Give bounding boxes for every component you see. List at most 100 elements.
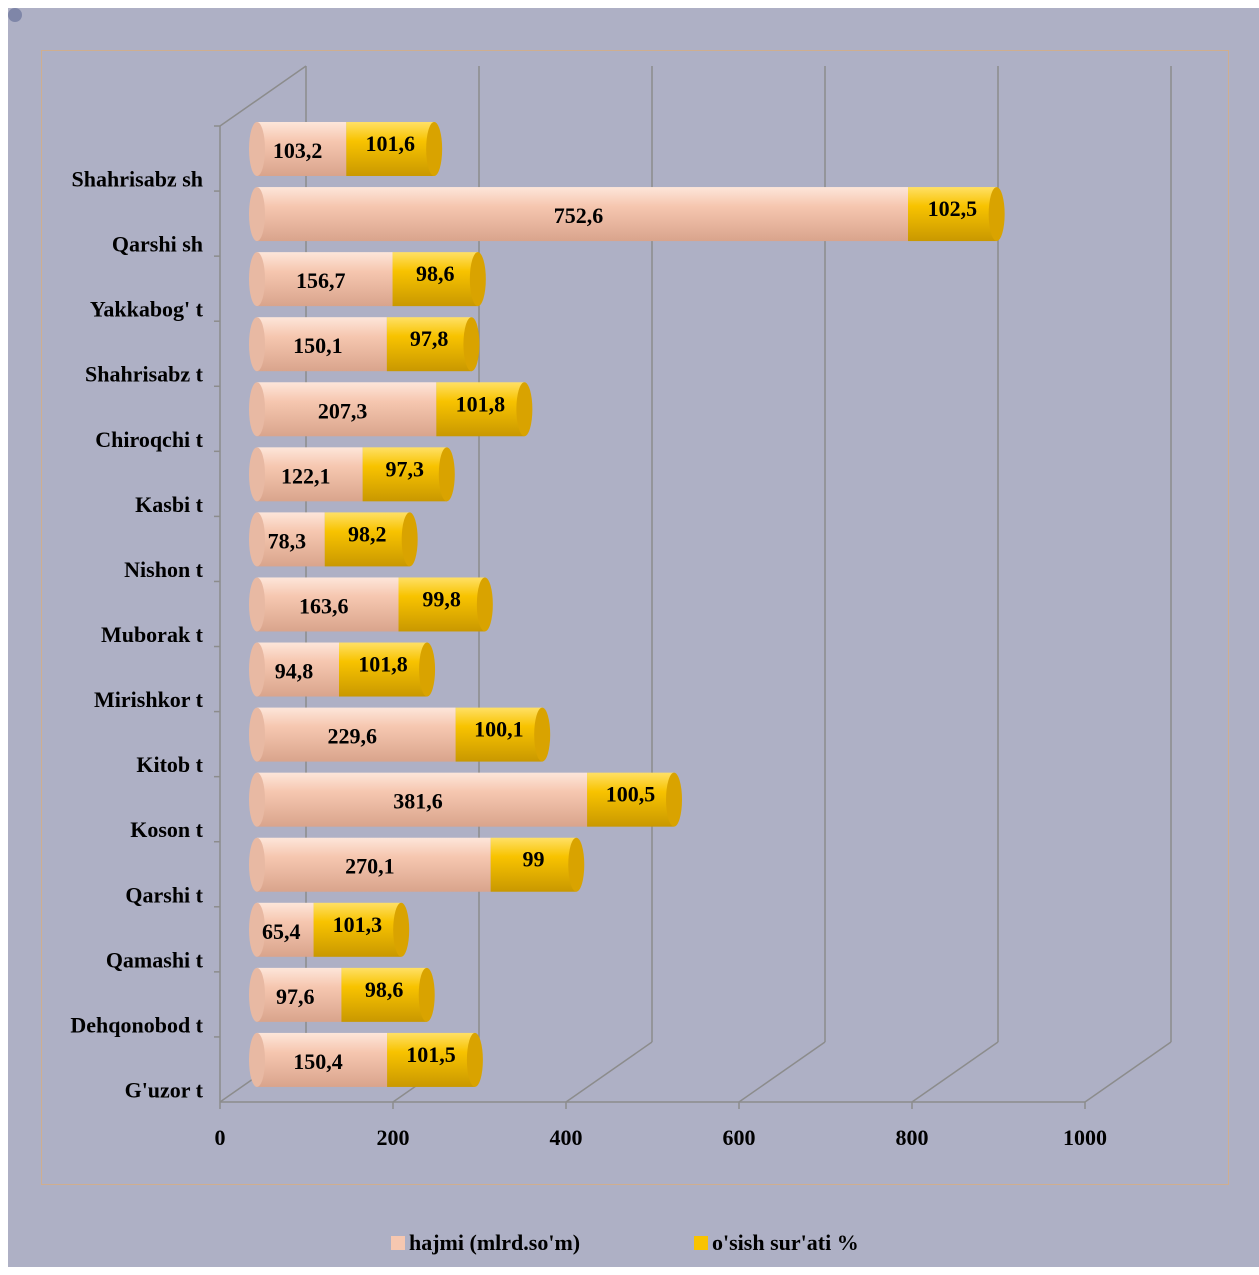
bar-hajmi-cap <box>249 447 265 502</box>
bar-hajmi <box>257 122 347 176</box>
bar-hajmi <box>257 187 908 242</box>
bar-hajmi-cap <box>249 317 265 372</box>
x-tick-label-0: 0 <box>215 1125 226 1150</box>
bar-hajmi <box>257 642 340 697</box>
bar-hajmi-cap <box>249 902 265 957</box>
bar-osish-cap <box>476 577 493 632</box>
data-label-hajmi: 97,6 <box>276 984 315 1009</box>
bar-osish-cap <box>568 837 585 892</box>
data-label-osish: 100,5 <box>606 782 656 807</box>
bar-osish-cap <box>418 967 435 1022</box>
data-label-osish: 100,1 <box>474 717 524 742</box>
bar-hajmi <box>257 512 325 567</box>
bar-hajmi-cap <box>249 967 265 1022</box>
data-label-hajmi: 94,8 <box>275 659 314 684</box>
bar-osish <box>362 447 447 502</box>
bar-osish <box>324 512 410 567</box>
bar-osish <box>387 1032 475 1087</box>
data-label-osish: 101,3 <box>333 912 383 937</box>
floor-line-1000 <box>1084 1041 1172 1103</box>
bar-hajmi-cap <box>249 187 265 242</box>
bar-osish-cap <box>666 772 683 827</box>
bar-hajmi <box>257 252 393 307</box>
legend-swatch-osish <box>694 1236 708 1250</box>
data-label-osish: 98,6 <box>416 261 455 286</box>
y-tick-label: Dehqonobod t <box>70 1012 203 1037</box>
bar-hajmi <box>257 772 588 827</box>
y-tick-label: Kasbi t <box>135 492 204 517</box>
bar-osish-cap <box>988 187 1005 242</box>
bar-hajmi <box>257 382 437 437</box>
data-label-osish: 101,5 <box>406 1042 456 1067</box>
bar-osish-cap <box>463 317 480 372</box>
bar-hajmi <box>257 577 399 632</box>
legend-item-hajmi: hajmi (mlrd.so'm) <box>391 1230 580 1256</box>
bar-osish <box>398 577 485 632</box>
bar-osish-cap <box>466 1032 483 1087</box>
data-label-osish: 97,8 <box>410 326 449 351</box>
bar-hajmi-cap <box>249 707 265 762</box>
bar-osish <box>346 122 435 176</box>
bar-hajmi <box>257 1032 388 1087</box>
side-wall-top <box>219 65 307 127</box>
floor-line-600 <box>738 1041 826 1103</box>
bar-hajmi-cap <box>249 512 265 567</box>
y-tick-label: Yakkabog' t <box>90 297 204 322</box>
bar-osish <box>386 317 472 372</box>
data-label-hajmi: 229,6 <box>328 724 378 749</box>
y-tick-label: Mirishkor t <box>94 687 204 712</box>
bar-hajmi-cap <box>249 252 265 307</box>
bar-hajmi <box>257 837 491 892</box>
bar-hajmi-cap <box>249 1032 265 1087</box>
data-label-hajmi: 163,6 <box>299 593 349 618</box>
bar-hajmi-cap <box>249 772 265 827</box>
bar-hajmi-cap <box>249 382 265 437</box>
data-label-hajmi: 150,4 <box>293 1049 343 1074</box>
x-tick-label-400: 400 <box>550 1125 583 1150</box>
bar-osish-cap <box>401 512 418 567</box>
bar-osish <box>341 967 427 1022</box>
y-tick-label: Chiroqchi t <box>95 427 203 452</box>
legend-item-osish: o'sish sur'ati % <box>694 1230 859 1256</box>
data-label-hajmi: 752,6 <box>554 203 604 228</box>
data-label-osish: 97,3 <box>385 456 424 481</box>
data-label-hajmi: 270,1 <box>345 854 395 879</box>
x-tick-label-200: 200 <box>377 1125 410 1150</box>
bar-osish <box>455 707 543 762</box>
data-label-osish: 99 <box>522 847 544 872</box>
data-label-hajmi: 122,1 <box>281 463 331 488</box>
y-tick-label: Kitob t <box>136 752 203 777</box>
x-tick-label-800: 800 <box>896 1125 929 1150</box>
bar-hajmi-cap <box>249 577 265 632</box>
bar-hajmi <box>257 707 456 762</box>
floor-line-800 <box>911 1041 999 1103</box>
corner-marker <box>8 8 22 22</box>
bar-osish-cap <box>393 902 410 957</box>
bar-osish-cap <box>426 122 443 176</box>
bar-hajmi <box>257 967 342 1022</box>
data-label-osish: 101,6 <box>365 131 415 156</box>
data-label-osish: 101,8 <box>456 391 506 416</box>
data-label-osish: 98,2 <box>348 521 387 546</box>
chart-background: 0 200 400 600 800 1000 Shahrisabz sh 103,2 101,6… <box>8 8 1259 1267</box>
y-tick-label: Nishon t <box>124 557 204 582</box>
y-tick-label: Shahrisabz sh <box>72 167 203 192</box>
bar-hajmi <box>257 447 363 502</box>
data-label-hajmi: 65,4 <box>262 919 301 944</box>
bar-osish <box>907 187 997 242</box>
bar-osish-cap <box>469 252 486 307</box>
plot-border <box>41 50 1229 1185</box>
bar-osish-cap <box>516 382 533 437</box>
legend-label-hajmi: hajmi (mlrd.so'm) <box>409 1230 581 1255</box>
data-label-hajmi: 381,6 <box>393 789 443 814</box>
data-label-osish: 99,8 <box>422 586 461 611</box>
bar-hajmi-cap <box>249 122 265 176</box>
data-label-osish: 102,5 <box>928 196 978 221</box>
data-label-osish: 98,6 <box>365 977 404 1002</box>
bar-osish-cap <box>438 447 455 502</box>
data-label-hajmi: 207,3 <box>318 398 368 423</box>
data-label-hajmi: 156,7 <box>296 268 346 293</box>
data-label-hajmi: 103,2 <box>273 138 323 163</box>
bar-osish <box>313 902 402 957</box>
x-tick-label-600: 600 <box>723 1125 756 1150</box>
